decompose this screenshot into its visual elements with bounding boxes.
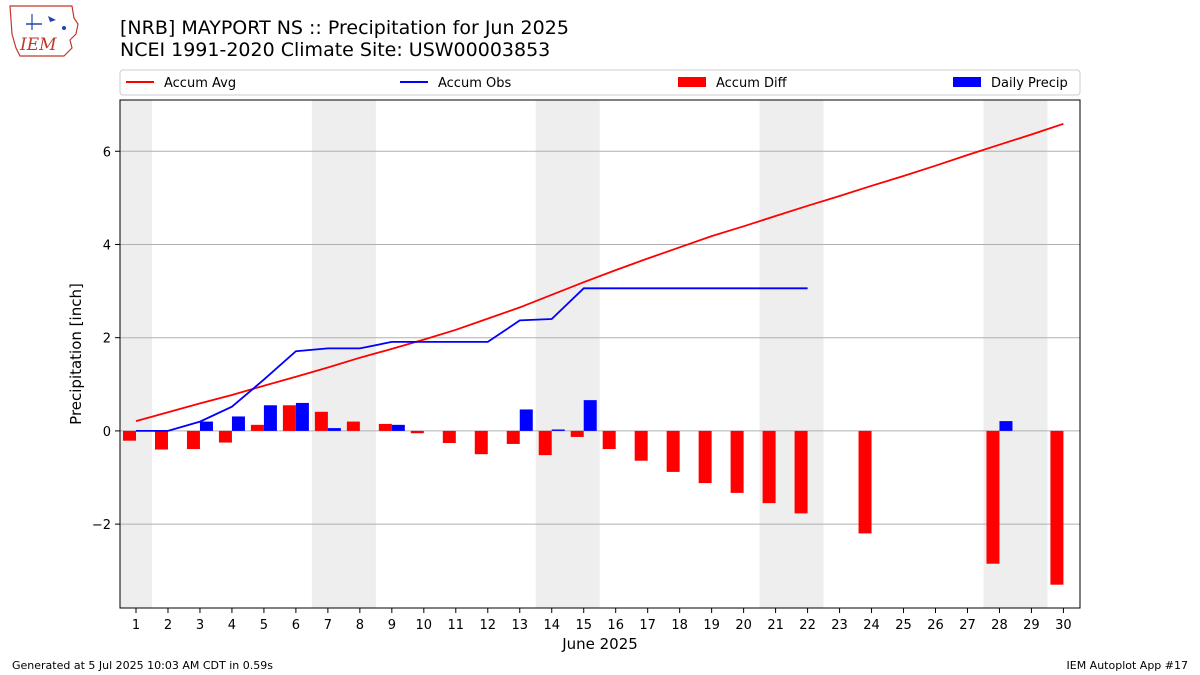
footer-generated: Generated at 5 Jul 2025 10:03 AM CDT in … [12, 659, 273, 672]
weekend-shade [759, 100, 824, 608]
daily-precip-bar [519, 409, 533, 431]
y-tick-label: 0 [103, 425, 111, 440]
x-tick-label: 15 [575, 618, 592, 633]
y-tick-label: 4 [103, 238, 111, 253]
y-tick-label: 6 [103, 145, 111, 160]
daily-precip-bar [327, 428, 341, 431]
iem-logo: IEM [6, 4, 82, 64]
legend-swatch-bar [678, 77, 706, 87]
accum-diff-bar [538, 430, 552, 456]
x-tick-label: 4 [228, 618, 236, 633]
iem-logo-graphic: IEM [9, 5, 79, 57]
daily-precip-bar [231, 416, 245, 431]
accum-diff-bar [666, 430, 680, 472]
accum-diff-bar [218, 430, 232, 443]
x-tick-label: 30 [1055, 618, 1072, 633]
x-tick-label: 3 [196, 618, 204, 633]
chart-title: [NRB] MAYPORT NS :: Precipitation for Ju… [120, 17, 569, 61]
accum-diff-bar [762, 430, 776, 504]
x-tick-label: 29 [1023, 618, 1040, 633]
accum-diff-bar [858, 430, 872, 534]
daily-precip-bar [999, 421, 1013, 431]
accum-diff-bar [794, 430, 808, 514]
x-tick-label: 22 [799, 618, 816, 633]
x-tick-label: 20 [735, 618, 752, 633]
accum-diff-bar [570, 430, 584, 437]
y-tick-label: 2 [103, 332, 111, 347]
daily-precip-bar [199, 421, 213, 431]
accum-diff-bar [474, 430, 488, 455]
x-tick-label: 24 [863, 618, 880, 633]
accum-diff-bar [506, 430, 520, 444]
x-tick-label: 6 [292, 618, 300, 633]
accum-diff-bar [282, 405, 296, 431]
legend-box [119, 69, 1081, 96]
accum-diff-bar [346, 421, 360, 431]
daily-precip-bar [263, 405, 277, 431]
x-tick-label: 25 [895, 618, 912, 633]
x-tick-label: 17 [639, 618, 656, 633]
x-tick-label: 9 [388, 618, 396, 633]
weekend-shade [311, 100, 376, 608]
x-tick-label: 18 [671, 618, 688, 633]
daily-precip-bar [583, 400, 597, 431]
accum-diff-bar [634, 430, 648, 461]
x-tick-label: 12 [480, 618, 497, 633]
x-tick-label: 8 [356, 618, 364, 633]
x-tick-label: 5 [260, 618, 268, 633]
accum-diff-bar [314, 411, 328, 431]
plot-frame [119, 99, 1081, 609]
x-tick-label: 11 [448, 618, 465, 633]
accum-diff-bar [250, 424, 264, 431]
accum-diff-bar [186, 430, 200, 450]
accum-diff-bar [986, 430, 1000, 564]
y-axis-label: Precipitation [inch] [67, 283, 85, 425]
x-tick-label: 1 [132, 618, 140, 633]
legend-label: Accum Obs [438, 76, 511, 91]
accum-diff-bar [410, 430, 424, 434]
x-tick-label: 19 [703, 618, 720, 633]
x-tick-label: 23 [831, 618, 848, 633]
y-tick-label: −2 [92, 518, 111, 533]
x-tick-label: 26 [927, 618, 944, 633]
legend-label: Accum Avg [164, 76, 236, 91]
x-tick-label: 10 [416, 618, 433, 633]
accum-diff-bar [602, 430, 616, 450]
x-tick-label: 7 [324, 618, 332, 633]
x-tick-label: 2 [164, 618, 172, 633]
title-line-1: [NRB] MAYPORT NS :: Precipitation for Ju… [120, 17, 569, 39]
logo-text: IEM [19, 35, 57, 55]
x-tick-label: 21 [767, 618, 784, 633]
legend-label: Accum Diff [716, 76, 788, 91]
legend-swatch-bar [953, 77, 981, 87]
x-tick-label: 28 [991, 618, 1008, 633]
x-tick-label: 13 [511, 618, 528, 633]
title-line-2: NCEI 1991-2020 Climate Site: USW00003853 [120, 39, 551, 61]
daily-precip-bar [551, 429, 565, 431]
daily-precip-bar [391, 424, 405, 431]
weekend-shade [535, 100, 600, 608]
daily-precip-bar [295, 402, 309, 431]
x-axis-label: June 2025 [561, 635, 638, 653]
legend-label: Daily Precip [991, 76, 1068, 91]
accum-obs-line [136, 287, 808, 432]
x-tick-label: 16 [607, 618, 624, 633]
accum-diff-bar [1050, 430, 1064, 585]
weekend-shade [120, 100, 152, 608]
accum-diff-bar [730, 430, 744, 493]
accum-diff-bar [123, 430, 136, 441]
accum-diff-bar [442, 430, 456, 444]
footer-app: IEM Autoplot App #17 [1066, 659, 1189, 672]
x-tick-label: 14 [543, 618, 560, 633]
accum-avg-line [135, 122, 1064, 422]
accum-diff-bar [378, 423, 392, 431]
x-tick-label: 27 [959, 618, 976, 633]
accum-diff-bar [698, 430, 712, 484]
accum-diff-bar [154, 430, 168, 450]
